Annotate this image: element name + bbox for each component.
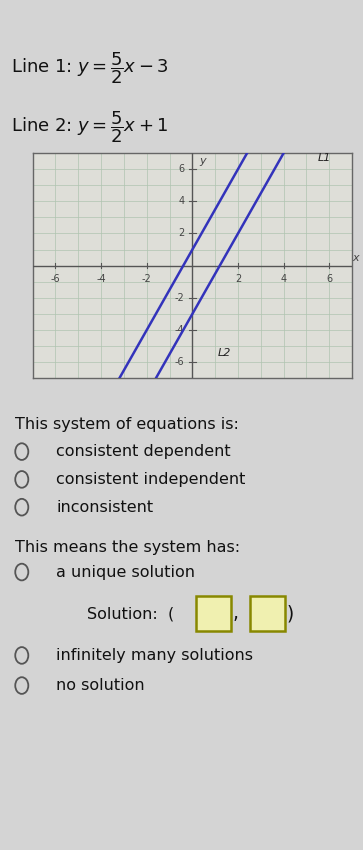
Text: 2: 2 — [178, 229, 184, 239]
Text: 6: 6 — [178, 164, 184, 174]
Text: x: x — [352, 252, 359, 263]
Text: This means the system has:: This means the system has: — [15, 540, 240, 554]
Text: 4: 4 — [178, 196, 184, 207]
Text: consistent independent: consistent independent — [56, 472, 246, 487]
Text: -6: -6 — [175, 357, 184, 367]
Text: consistent dependent: consistent dependent — [56, 444, 231, 459]
Text: -2: -2 — [175, 292, 184, 303]
Text: Solution:  (: Solution: ( — [87, 606, 174, 621]
FancyBboxPatch shape — [250, 597, 285, 631]
Text: -4: -4 — [175, 325, 184, 335]
Text: y: y — [199, 156, 206, 167]
Text: 6: 6 — [326, 275, 333, 285]
Text: This system of equations is:: This system of equations is: — [15, 416, 238, 432]
Text: -2: -2 — [142, 275, 152, 285]
Text: Line 2: $y = \dfrac{5}{2}x + 1$: Line 2: $y = \dfrac{5}{2}x + 1$ — [11, 110, 168, 145]
Text: -6: -6 — [51, 275, 60, 285]
Text: ): ) — [287, 604, 294, 623]
Text: infinitely many solutions: infinitely many solutions — [56, 648, 253, 663]
Text: ,: , — [232, 604, 238, 623]
Text: L2: L2 — [217, 348, 231, 358]
FancyBboxPatch shape — [196, 597, 231, 631]
Text: no solution: no solution — [56, 678, 145, 693]
Text: -4: -4 — [96, 275, 106, 285]
Text: Line 1: $y = \dfrac{5}{2}x - 3$: Line 1: $y = \dfrac{5}{2}x - 3$ — [11, 50, 168, 86]
Text: 4: 4 — [281, 275, 287, 285]
Text: L1: L1 — [318, 153, 331, 163]
Text: 2: 2 — [235, 275, 241, 285]
Text: a unique solution: a unique solution — [56, 564, 195, 580]
Text: inconsistent: inconsistent — [56, 500, 154, 515]
